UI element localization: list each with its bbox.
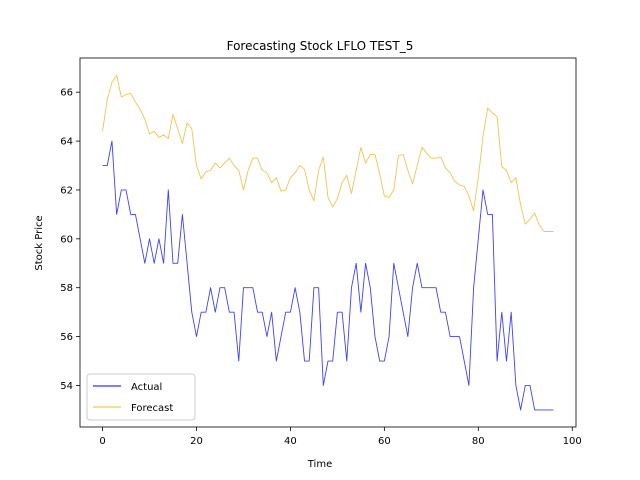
x-tick-label: 40: [284, 436, 297, 447]
legend: Actual Forecast: [86, 373, 196, 421]
x-tick-label: 100: [563, 436, 582, 447]
x-tick-label: 20: [190, 436, 203, 447]
y-axis-label: Stock Price: [34, 215, 45, 270]
x-axis-label: Time: [307, 459, 332, 470]
series-line-actual: [102, 140, 554, 411]
y-tick-label: 60: [60, 234, 73, 245]
y-tick-label: 64: [60, 137, 73, 148]
y-tick-label: 62: [60, 185, 73, 196]
series-line-forecast: [102, 74, 554, 232]
chart-title: Forecasting Stock LFLO TEST_5: [227, 39, 414, 53]
y-tick-label: 56: [60, 332, 73, 343]
axes-frame: [79, 57, 577, 428]
plot-area: 0 20 40 60 80 100 54 56 58 60 62 64 66: [60, 57, 582, 447]
y-tick-label: 54: [60, 381, 73, 392]
y-tick-label: 66: [60, 88, 73, 99]
legend-label-forecast: Forecast: [131, 403, 173, 414]
y-tick-label: 58: [60, 283, 73, 294]
x-tick-label: 0: [99, 436, 105, 447]
x-tick-label: 80: [472, 436, 485, 447]
x-tick-label: 60: [378, 436, 391, 447]
legend-label-actual: Actual: [131, 382, 162, 393]
